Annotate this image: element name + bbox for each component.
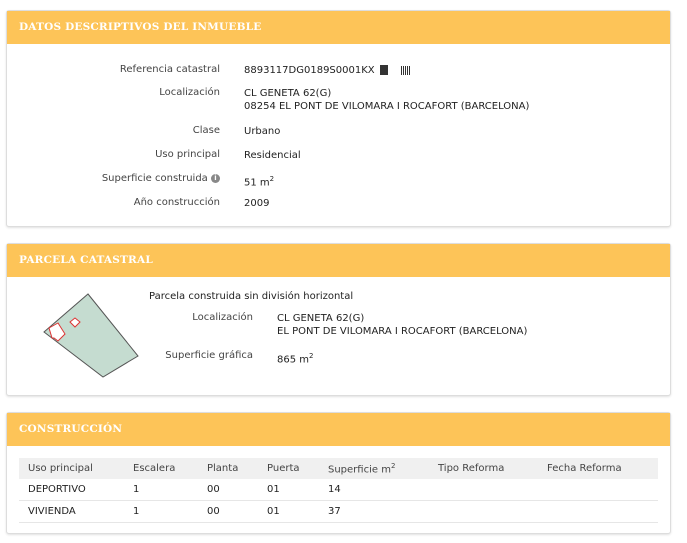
panel-construccion: CONSTRUCCIÓN Uso principal Escalera Plan…	[6, 412, 671, 534]
clase-value: Urbano	[244, 126, 281, 137]
label: Localización	[192, 312, 253, 323]
col-uso: Uso principal	[19, 458, 124, 479]
label: Clase	[192, 125, 220, 136]
cell	[538, 500, 658, 523]
label: Uso principal	[155, 149, 220, 160]
localizacion-line2: 08254 EL PONT DE VILOMARA I ROCAFORT (BA…	[244, 101, 530, 112]
cell: DEPORTIVO	[19, 479, 124, 501]
unit-exponent: 2	[269, 175, 275, 183]
building-shape	[69, 317, 81, 328]
parcel-shape	[43, 293, 139, 378]
cell: 37	[319, 500, 429, 523]
col-tipo-reforma: Tipo Reforma	[429, 458, 538, 479]
cell: 00	[198, 500, 258, 523]
col-superficie: Superficie m2	[319, 458, 429, 479]
cell: 01	[258, 479, 319, 501]
panel-datos-descriptivos: DATOS DESCRIPTIVOS DEL INMUEBLE Referenc…	[6, 10, 671, 227]
localizacion-line1: CL GENETA 62(G)	[277, 313, 365, 324]
cell	[538, 479, 658, 501]
cell: VIVIENDA	[19, 500, 124, 523]
cell	[429, 479, 538, 501]
cell: 1	[124, 479, 198, 501]
parcela-tipo: Parcela construida sin división horizont…	[149, 291, 354, 302]
header-text: Superficie m	[328, 464, 391, 476]
building-shape	[48, 322, 66, 342]
label: Referencia catastral	[119, 64, 220, 75]
cell: 00	[198, 479, 258, 501]
panel-parcela: PARCELA CATASTRAL Parcela construida sin…	[6, 243, 671, 396]
cell: 01	[258, 500, 319, 523]
table-header: Uso principal Escalera Planta Puerta Sup…	[19, 458, 658, 479]
label: Superficie construida	[101, 173, 208, 184]
cell: 14	[319, 479, 429, 501]
col-escalera: Escalera	[124, 458, 198, 479]
anio-value: 2009	[244, 198, 270, 209]
parcel-map-thumbnail[interactable]	[37, 289, 147, 384]
cell	[429, 500, 538, 523]
unit-exponent: 2	[390, 461, 396, 470]
panel-title: PARCELA CATASTRAL	[7, 244, 670, 277]
panel-title: CONSTRUCCIÓN	[7, 413, 670, 446]
construccion-table: Uso principal Escalera Planta Puerta Sup…	[19, 458, 658, 523]
col-planta: Planta	[198, 458, 258, 479]
table-row: DEPORTIVO 1 00 01 14	[19, 479, 658, 501]
superficie-value: 51 m	[244, 177, 270, 189]
col-fecha-reforma: Fecha Reforma	[538, 458, 658, 479]
superficie-grafica: 865 m	[277, 354, 310, 366]
localizacion-line1: CL GENETA 62(G)	[244, 88, 332, 99]
info-icon[interactable]: i	[211, 173, 220, 183]
barcode-icon[interactable]	[401, 65, 412, 75]
panel-title: DATOS DESCRIPTIVOS DEL INMUEBLE	[7, 11, 670, 44]
label: Año construcción	[133, 197, 220, 208]
table-row: VIVIENDA 1 00 01 37	[19, 500, 658, 523]
referencia-catastral: 8893117DG0189S0001KX	[244, 65, 375, 76]
copy-icon[interactable]	[379, 65, 388, 75]
unit-exponent: 2	[309, 352, 314, 360]
uso-value: Residencial	[244, 150, 301, 161]
label: Superficie gráfica	[165, 350, 253, 361]
cell: 1	[124, 500, 198, 523]
col-puerta: Puerta	[258, 458, 319, 479]
localizacion-line2: EL PONT DE VILOMARA I ROCAFORT (BARCELON…	[277, 326, 528, 337]
label: Localización	[159, 87, 220, 98]
